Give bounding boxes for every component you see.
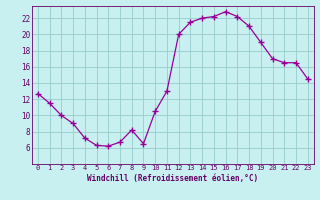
X-axis label: Windchill (Refroidissement éolien,°C): Windchill (Refroidissement éolien,°C) bbox=[87, 174, 258, 183]
